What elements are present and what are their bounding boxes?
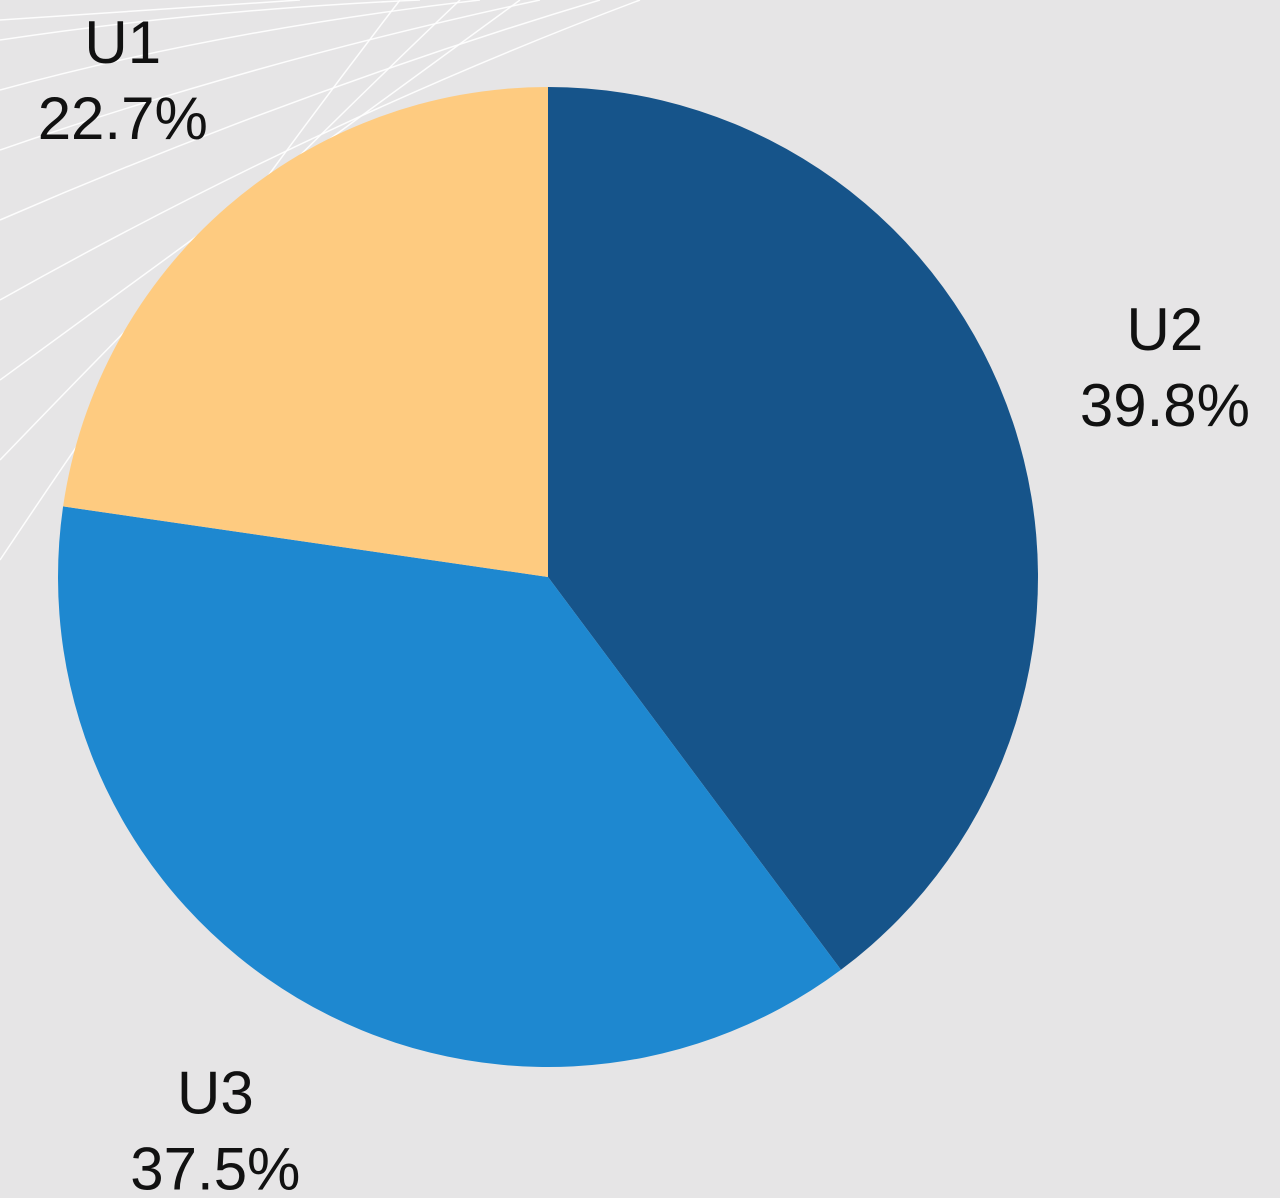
- slice-value-label: 37.5%: [130, 1135, 300, 1198]
- pie-slice: [58, 506, 841, 1067]
- labels: U2 39.8% U3 37.5% U1 22.7%: [38, 9, 1250, 1198]
- pie-slice: [63, 87, 549, 577]
- slices: [58, 87, 1038, 1067]
- pie-slice: [548, 87, 1038, 970]
- slice-value-label: 22.7%: [38, 85, 208, 152]
- slice-category-label: U3: [177, 1059, 254, 1126]
- slice-value-label: 39.8%: [1080, 372, 1250, 439]
- slice-category-label: U1: [84, 9, 161, 76]
- slice-category-label: U2: [1127, 296, 1204, 363]
